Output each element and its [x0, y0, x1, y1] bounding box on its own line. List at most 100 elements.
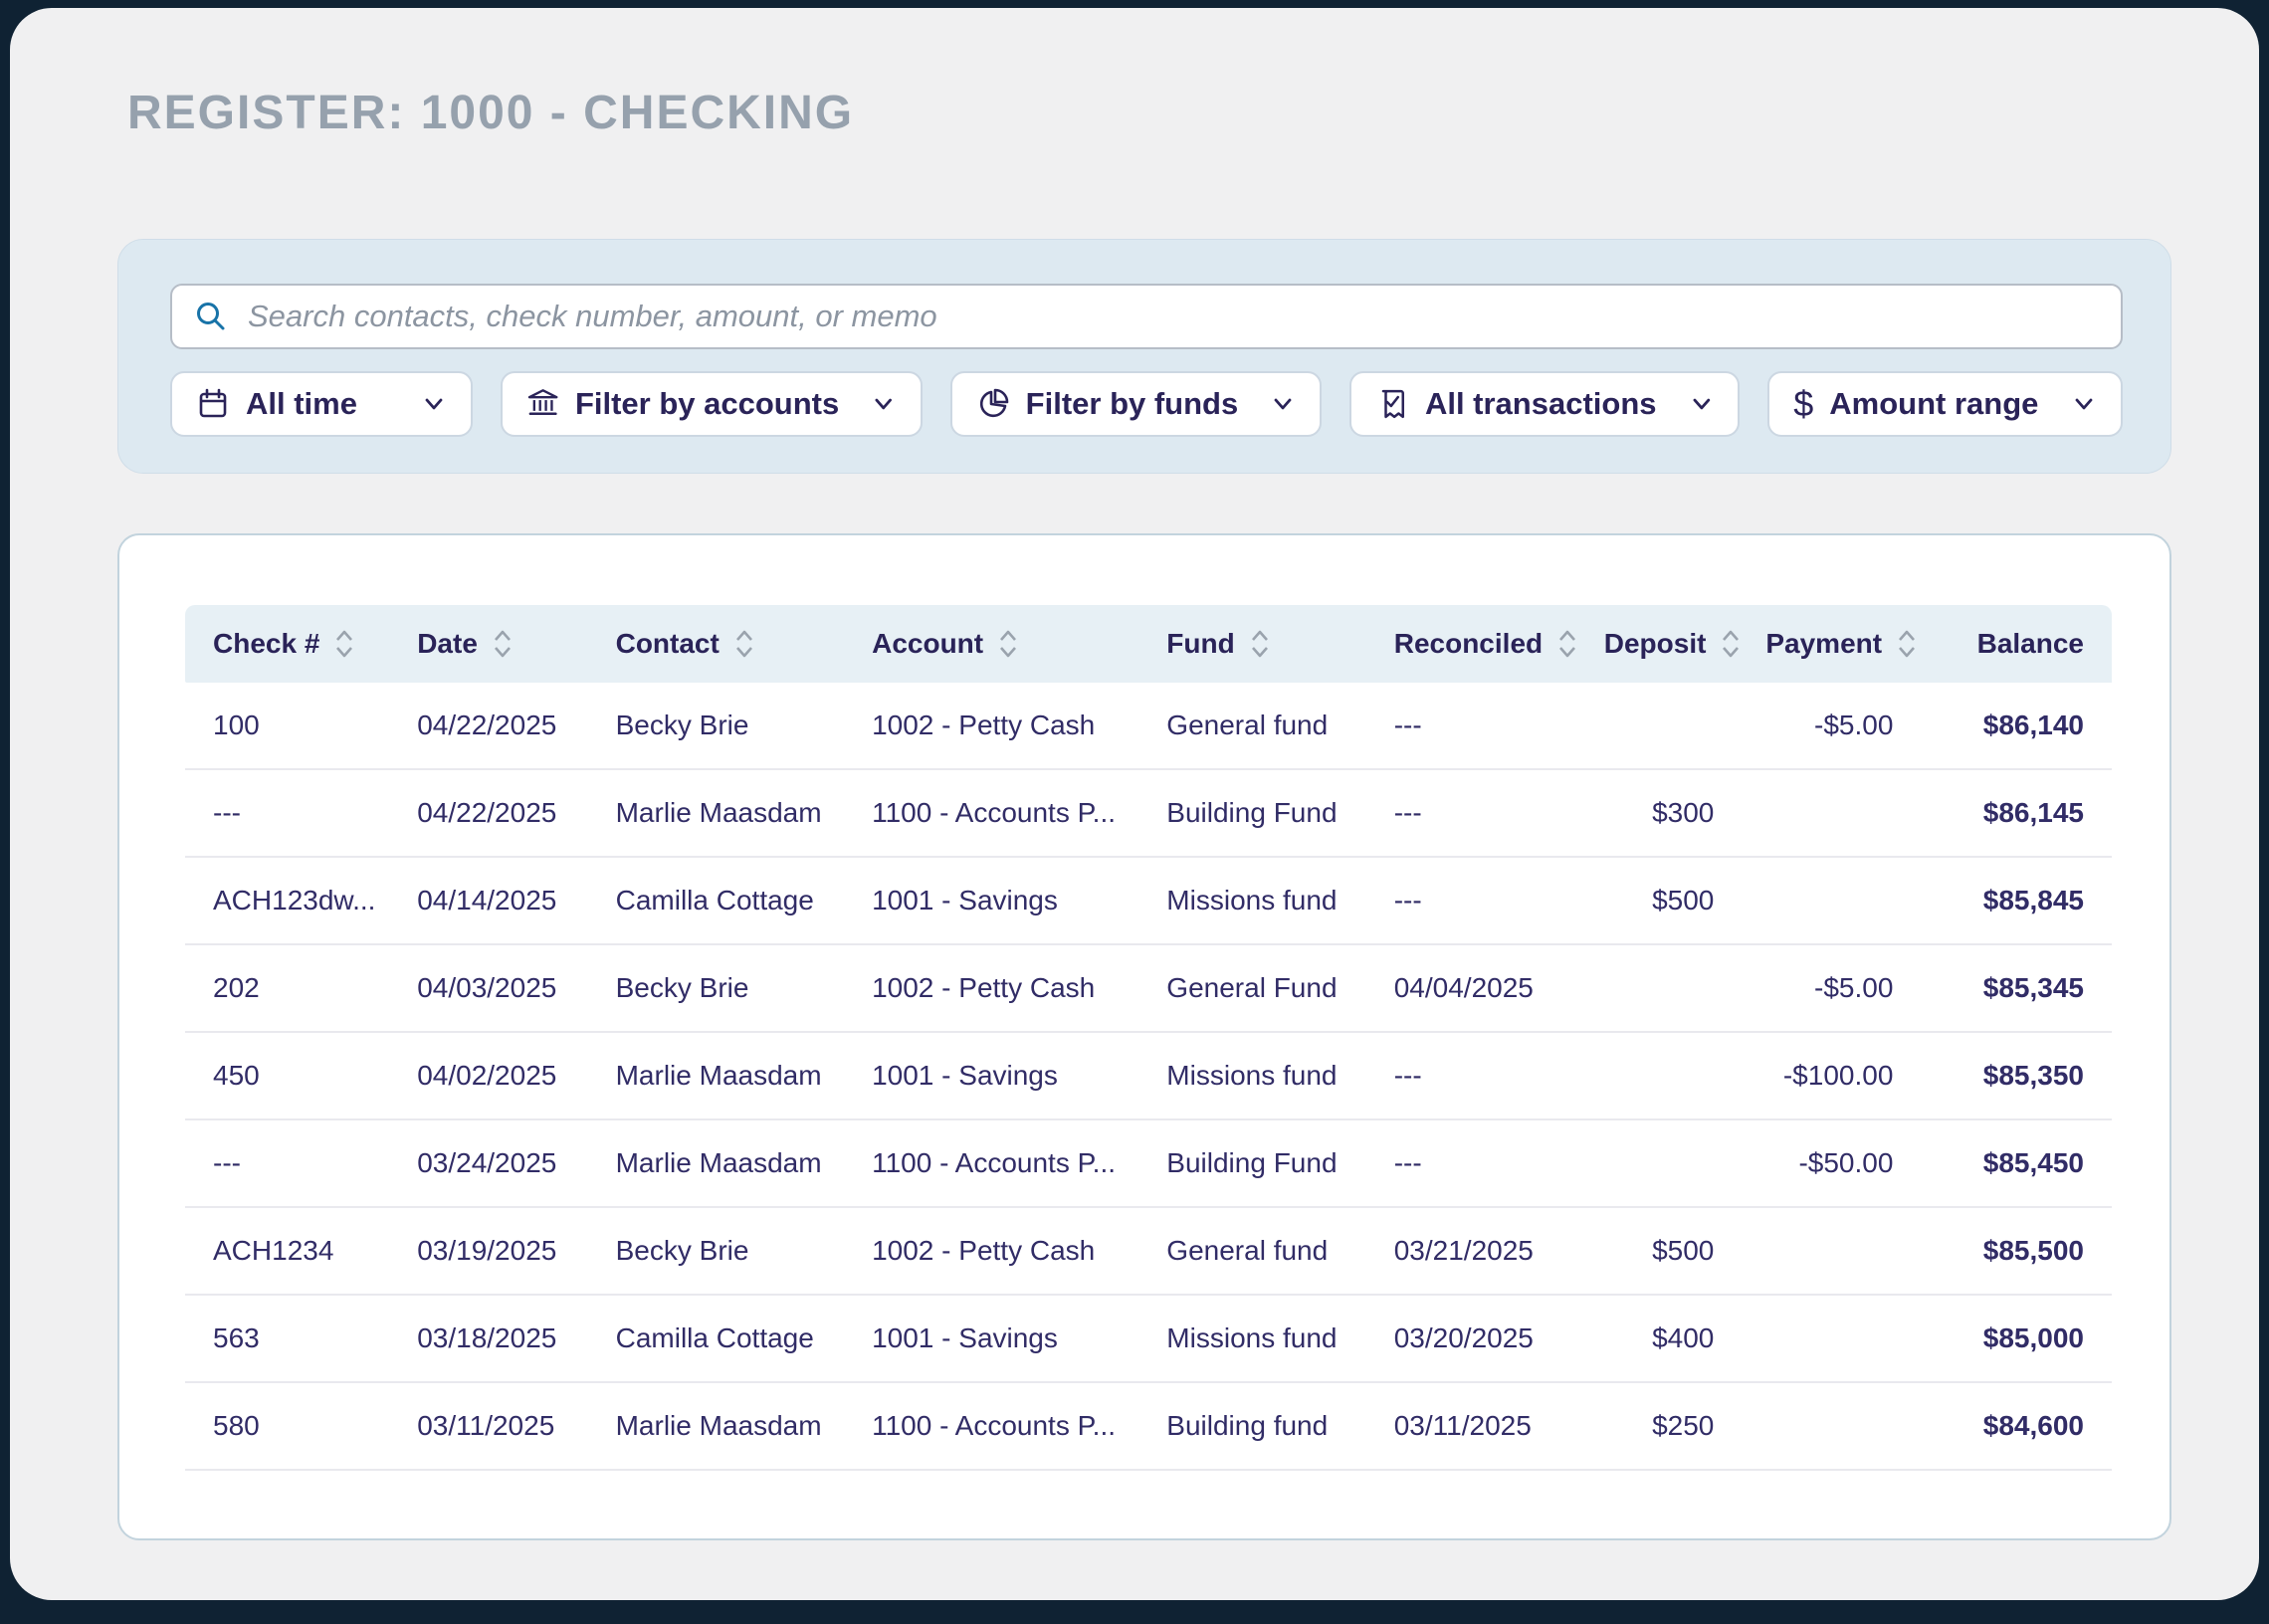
- chevron-down-icon: [1693, 398, 1710, 410]
- table-cell: Missions fund: [1138, 857, 1366, 945]
- table-cell: 1002 - Petty Cash: [844, 1207, 1139, 1296]
- table-cell: 03/24/2025: [389, 1119, 588, 1208]
- column-header[interactable]: Deposit: [1575, 605, 1742, 683]
- table-cell: 04/22/2025: [389, 683, 588, 770]
- receipt-check-icon: [1381, 389, 1405, 419]
- pie-chart-icon: [979, 388, 1008, 418]
- calendar-icon: [199, 388, 227, 418]
- column-header[interactable]: Contact: [587, 605, 845, 683]
- search-input[interactable]: [246, 285, 2099, 348]
- column-label: Date: [417, 628, 478, 659]
- filter-label: Amount range: [1829, 386, 2039, 421]
- table-cell: -$5.00: [1738, 683, 1918, 770]
- column-header: Balance: [1917, 605, 2112, 683]
- table-cell: $250: [1575, 1382, 1739, 1471]
- table-cell: $85,845: [1917, 857, 2112, 945]
- filter-label: Filter by funds: [1025, 386, 1239, 421]
- table-cell: $85,345: [1917, 944, 2112, 1033]
- sort-icon[interactable]: [1249, 629, 1271, 659]
- table-cell: Marlie Maasdam: [587, 1382, 845, 1471]
- table-cell: -$5.00: [1738, 944, 1918, 1033]
- sort-icon[interactable]: [1556, 629, 1578, 659]
- table-row[interactable]: 580 03/11/2025 Marlie Maasdam 1100 - Accoun…: [185, 1382, 2112, 1471]
- table-cell: Camilla Cottage: [587, 1295, 845, 1383]
- column-label: Fund: [1166, 628, 1235, 659]
- table-cell: 1001 - Savings: [844, 857, 1139, 945]
- register-table: Check # Date Contact Account Fund Reconciled D…: [185, 605, 2112, 1471]
- filter-label: All transactions: [1424, 386, 1657, 421]
- filter-panel: All time Filter by accounts: [117, 239, 2171, 474]
- table-cell: -$100.00: [1738, 1032, 1918, 1120]
- table-cell: 1002 - Petty Cash: [844, 944, 1139, 1033]
- table-cell: 1001 - Savings: [844, 1295, 1139, 1383]
- table-cell: Camilla Cottage: [587, 857, 845, 945]
- column-header[interactable]: Fund: [1138, 605, 1366, 683]
- table-cell: ---: [185, 769, 390, 858]
- table-cell: Becky Brie: [587, 1207, 845, 1296]
- table-cell: $84,600: [1917, 1382, 2112, 1471]
- chevron-down-icon: [1274, 398, 1292, 410]
- transactions-filter-button[interactable]: All transactions: [1349, 371, 1741, 437]
- column-header[interactable]: Check #: [185, 605, 390, 683]
- sort-icon[interactable]: [492, 629, 514, 659]
- search-icon: [197, 303, 225, 330]
- table-cell: [1575, 1119, 1739, 1208]
- chevron-down-icon: [425, 398, 443, 410]
- column-label: Payment: [1765, 628, 1883, 659]
- table-cell: Building Fund: [1138, 769, 1366, 858]
- table-cell: Missions fund: [1138, 1295, 1366, 1383]
- column-header[interactable]: Payment: [1738, 605, 1918, 683]
- table-cell: ---: [1365, 683, 1576, 770]
- table-cell: $300: [1575, 769, 1739, 858]
- sort-icon[interactable]: [733, 629, 755, 659]
- table-row[interactable]: --- 04/22/2025 Marlie Maasdam 1100 - Accoun…: [185, 769, 2112, 858]
- table-cell: Becky Brie: [587, 683, 845, 770]
- amount-range-filter-button[interactable]: $ Amount range: [1767, 371, 2123, 437]
- sort-icon[interactable]: [333, 629, 355, 659]
- table-cell: ---: [1365, 1119, 1576, 1208]
- register-table-card: Check # Date Contact Account Fund Reconciled D…: [117, 533, 2171, 1540]
- funds-filter-button[interactable]: Filter by funds: [949, 371, 1323, 437]
- table-cell: ---: [1365, 1032, 1576, 1120]
- table-row[interactable]: --- 03/24/2025 Marlie Maasdam 1100 - Accoun…: [185, 1119, 2112, 1208]
- table-cell: 450: [185, 1032, 390, 1120]
- table-cell: 1001 - Savings: [844, 1032, 1139, 1120]
- table-cell: 563: [185, 1295, 390, 1383]
- table-row[interactable]: 450 04/02/2025 Marlie Maasdam 1001 - Saving…: [185, 1032, 2112, 1120]
- table-cell: 1002 - Petty Cash: [844, 683, 1139, 770]
- table-row[interactable]: 100 04/22/2025 Becky Brie 1002 - Petty Cash…: [185, 683, 2112, 770]
- sort-icon[interactable]: [1720, 629, 1742, 659]
- table-cell: 202: [185, 944, 390, 1033]
- date-range-filter-button[interactable]: All time: [170, 371, 473, 437]
- table-row[interactable]: 202 04/03/2025 Becky Brie 1002 - Petty Cash…: [185, 944, 2112, 1033]
- table-cell: 03/11/2025: [1365, 1382, 1576, 1471]
- table-cell: $85,350: [1917, 1032, 2112, 1120]
- table-cell: 03/20/2025: [1365, 1295, 1576, 1383]
- accounts-filter-button[interactable]: Filter by accounts: [500, 371, 923, 437]
- table-cell: 04/02/2025: [389, 1032, 588, 1120]
- column-label: Reconciled: [1393, 628, 1544, 659]
- table-cell: [1738, 769, 1918, 858]
- table-cell: [1738, 1382, 1918, 1471]
- table-cell: ---: [185, 1119, 390, 1208]
- table-row[interactable]: 563 03/18/2025 Camilla Cottage 1001 - Savin…: [185, 1295, 2112, 1383]
- column-header[interactable]: Account: [844, 605, 1139, 683]
- table-cell: $85,000: [1917, 1295, 2112, 1383]
- sort-icon[interactable]: [997, 629, 1019, 659]
- table-cell: ACH1234: [185, 1207, 390, 1296]
- table-row[interactable]: ACH1234 03/19/2025 Becky Brie 1002 - Petty …: [185, 1207, 2112, 1296]
- table-cell: Marlie Maasdam: [587, 1032, 845, 1120]
- column-header[interactable]: Date: [389, 605, 588, 683]
- column-header[interactable]: Reconciled: [1365, 605, 1578, 683]
- search-box: [170, 284, 2123, 349]
- table-cell: Marlie Maasdam: [587, 1119, 845, 1208]
- table-cell: 04/22/2025: [389, 769, 588, 858]
- sort-icon[interactable]: [1896, 629, 1918, 659]
- column-label: Balance: [1976, 628, 2084, 659]
- dollar-icon: $: [1793, 383, 1814, 424]
- table-cell: General Fund: [1138, 944, 1366, 1033]
- table-row[interactable]: ACH123dw... 04/14/2025 Camilla Cottage 1001…: [185, 857, 2112, 945]
- table-body: 100 04/22/2025 Becky Brie 1002 - Petty Cash…: [185, 683, 2112, 1471]
- app-window: REGISTER: 1000 - CHECKING All time: [10, 8, 2259, 1600]
- table-cell: Becky Brie: [587, 944, 845, 1033]
